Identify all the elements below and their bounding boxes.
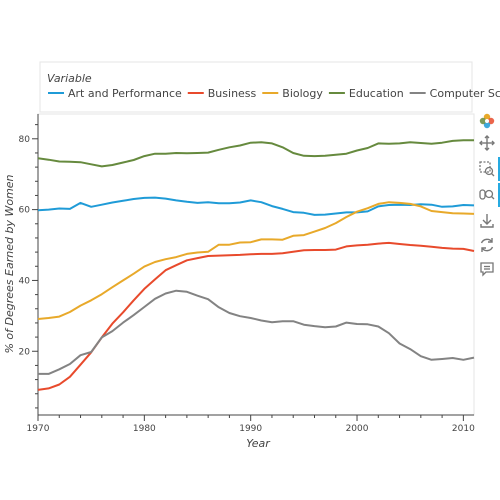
x-axis-label: Year [246,437,271,450]
bokeh-logo-icon[interactable] [478,112,496,130]
y-tick-label: 40 [19,276,31,286]
x-tick-label: 2000 [346,424,369,434]
legend-item-art-and-performance[interactable]: Art and Performance [48,87,182,100]
y-tick-label: 20 [19,347,31,357]
hover-tool-icon[interactable] [478,260,496,278]
y-tick-label: 80 [19,135,31,145]
plot-frame [37,113,475,416]
series-line-computer-science [38,289,475,375]
save-tool-icon[interactable] [478,212,496,230]
legend-item-biology[interactable]: Biology [262,87,323,100]
series-line-education [37,139,474,168]
legend-item-computer-science[interactable]: Computer Science [409,87,500,100]
reset-tool-icon[interactable] [478,236,496,254]
series-lines [37,139,475,391]
x-tick-label: 1990 [239,424,262,434]
y-axis-ticks: 20 40 60 80 [19,124,38,409]
x-tick-label: 1970 [27,424,50,434]
legend: Art and Performance Business Biology Educat… [48,87,500,100]
legend-title: Variable [47,72,92,85]
legend-item-business[interactable]: Business [187,87,257,100]
pan-tool-icon[interactable] [478,134,496,152]
legend-label: Art and Performance [68,87,182,100]
series-line-biology [37,201,475,320]
legend-label: Biology [282,87,323,100]
legend-label: Business [208,87,257,100]
x-tick-label: 2010 [452,424,475,434]
x-axis-ticks: 1970 1980 1990 2000 2010 [27,415,475,434]
box-zoom-tool-icon[interactable] [478,157,500,181]
legend-label: Computer Science [430,87,500,100]
wheel-zoom-tool-icon[interactable] [478,183,500,207]
chart-toolbar [474,110,500,280]
series-line-business [37,241,475,391]
x-tick-label: 1980 [133,424,156,434]
legend-label: Education [349,87,404,100]
legend-box [39,61,473,113]
series-line-art-and-performance [37,196,475,216]
y-axis-label: % of Degrees Earned by Women [3,174,16,353]
legend-item-education[interactable]: Education [328,87,404,100]
y-tick-label: 60 [19,206,31,216]
